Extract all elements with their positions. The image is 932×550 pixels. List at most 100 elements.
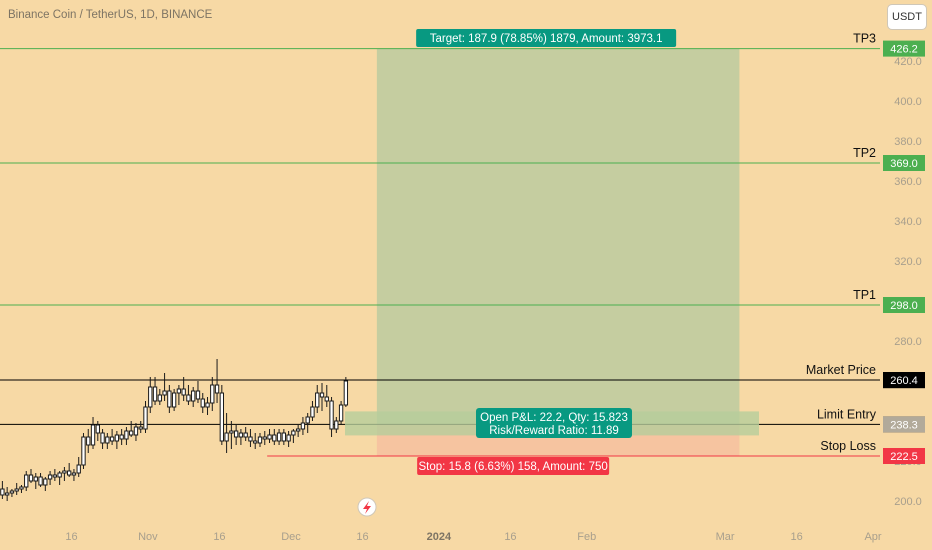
candle-body xyxy=(186,394,191,402)
price-badge xyxy=(883,297,925,313)
candle-body xyxy=(86,436,91,446)
candle-body xyxy=(47,474,53,480)
candle-body xyxy=(100,432,105,444)
price-badge-text: 426.2 xyxy=(890,44,918,56)
candle-body xyxy=(191,390,196,402)
x-tick-label: Mar xyxy=(716,531,735,543)
candle-body xyxy=(38,476,43,486)
candle-body xyxy=(267,434,272,440)
candle-body xyxy=(9,490,15,494)
level-label: Market Price xyxy=(806,363,876,377)
level-label: TP1 xyxy=(853,288,876,302)
candle-body xyxy=(205,402,210,408)
candle-body xyxy=(143,406,148,430)
candle-body xyxy=(67,470,72,476)
price-badge xyxy=(883,40,925,57)
candle-body xyxy=(4,492,10,496)
stop-label: Stop: 15.8 (6.63%) 158, Amount: 750 xyxy=(419,461,608,473)
x-tick-label: 2024 xyxy=(427,531,452,543)
y-tick-label: 320.0 xyxy=(894,256,922,268)
x-tick-label: 16 xyxy=(213,531,225,543)
candle-body xyxy=(233,430,239,438)
target-zone xyxy=(376,48,740,425)
price-badge-text: 238.3 xyxy=(890,419,918,431)
price-badge xyxy=(883,416,925,433)
candle-body xyxy=(305,416,310,424)
candle-body xyxy=(33,476,38,482)
candle-body xyxy=(257,436,263,444)
candle-body xyxy=(57,472,62,478)
candle-body xyxy=(28,474,34,482)
candle-body xyxy=(338,404,344,422)
candle-body xyxy=(276,432,282,442)
price-badge-text: 260.4 xyxy=(890,375,918,387)
candle-body xyxy=(181,388,186,396)
candle-body xyxy=(210,384,215,404)
candle-body xyxy=(315,392,320,408)
x-tick-label: 16 xyxy=(504,531,516,543)
candle-body xyxy=(224,432,229,442)
y-tick-label: 360.0 xyxy=(894,176,922,188)
rr-label: Risk/Reward Ratio: 11.89 xyxy=(489,425,619,437)
candle-body xyxy=(148,386,153,408)
candle-body xyxy=(71,472,77,476)
candle-body xyxy=(329,400,334,430)
price-badge xyxy=(883,448,925,464)
candle-body xyxy=(286,434,291,442)
level-label: TP2 xyxy=(853,146,876,160)
y-tick-label: 420.0 xyxy=(894,56,922,68)
pnl-label: Open P&L: 22.2, Qty: 15.823 xyxy=(480,412,628,424)
x-tick-label: Apr xyxy=(864,531,881,543)
y-tick-label: 400.0 xyxy=(894,96,922,108)
candle-body xyxy=(138,426,143,430)
candle-body xyxy=(24,474,29,488)
lightning-glyph xyxy=(363,501,371,514)
candle-body xyxy=(162,390,167,396)
y-tick-label: 200.0 xyxy=(894,496,922,508)
candle-body xyxy=(105,436,110,444)
stop-label-bg xyxy=(417,457,610,475)
candle-body xyxy=(119,434,124,440)
candle-body xyxy=(90,424,96,446)
level-label: TP3 xyxy=(853,32,876,46)
candle-body xyxy=(19,486,24,490)
candle-body xyxy=(334,420,339,430)
candle-body xyxy=(262,436,267,440)
level-label: Limit Entry xyxy=(817,407,877,421)
candle-body xyxy=(0,488,5,496)
candle-body xyxy=(76,464,81,474)
y-tick-label: 340.0 xyxy=(894,216,922,228)
level-label: Stop Loss xyxy=(820,439,876,453)
candle-body xyxy=(253,440,258,444)
candle-body xyxy=(157,394,162,402)
candle-body xyxy=(272,434,277,442)
candle-body xyxy=(62,470,67,474)
candle-body xyxy=(176,388,182,394)
candle-body xyxy=(129,430,134,436)
target-label: Target: 187.9 (78.85%) 1879, Amount: 397… xyxy=(430,33,663,45)
candle-body xyxy=(167,390,172,408)
candle-body xyxy=(324,396,329,402)
price-badge-text: 298.0 xyxy=(890,300,918,312)
candle-body xyxy=(295,428,301,432)
currency-button[interactable]: USDT xyxy=(887,4,927,30)
candle-body xyxy=(43,478,48,486)
candle-body xyxy=(214,384,220,394)
candle-body xyxy=(243,432,248,438)
candle-body xyxy=(152,386,158,402)
target-label-bg xyxy=(416,29,677,47)
price-badge xyxy=(883,372,925,389)
price-badge-text: 369.0 xyxy=(890,158,918,170)
chart-title: Binance Coin / TetherUS, 1D, BINANCE xyxy=(8,9,213,21)
price-badge xyxy=(883,155,925,171)
candle-body xyxy=(300,422,306,430)
candle-body xyxy=(343,380,349,406)
candle-body xyxy=(14,488,19,492)
price-badge-text: 222.5 xyxy=(890,451,918,463)
x-tick-label: Dec xyxy=(281,531,301,543)
candle-body xyxy=(229,430,234,434)
candle-body xyxy=(248,436,253,442)
y-tick-label: 280.0 xyxy=(894,336,922,348)
candle-body xyxy=(81,436,86,466)
